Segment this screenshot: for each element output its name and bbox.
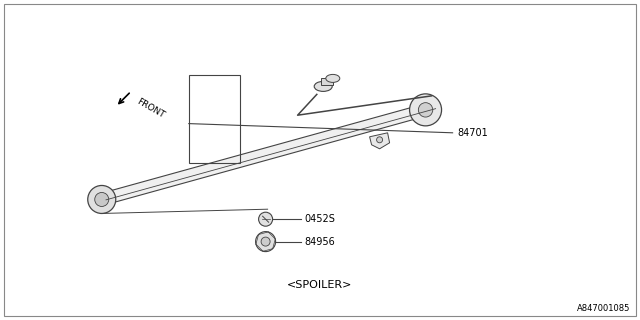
Circle shape [88, 186, 116, 213]
Bar [189, 75, 240, 163]
Circle shape [261, 237, 270, 246]
Circle shape [376, 137, 383, 143]
Text: FRONT: FRONT [134, 97, 166, 120]
Bar [321, 78, 333, 85]
Ellipse shape [326, 75, 340, 83]
Circle shape [410, 94, 442, 126]
Polygon shape [104, 101, 437, 204]
Text: 84956: 84956 [304, 236, 335, 247]
Circle shape [95, 192, 109, 206]
Text: <SPOILER>: <SPOILER> [287, 280, 353, 290]
Text: 0452S: 0452S [304, 214, 335, 224]
Circle shape [259, 212, 273, 226]
Polygon shape [370, 133, 390, 149]
Text: 84701: 84701 [458, 128, 488, 138]
Circle shape [255, 232, 276, 252]
Ellipse shape [314, 81, 332, 92]
Circle shape [419, 103, 433, 117]
Text: A847001085: A847001085 [577, 304, 630, 313]
